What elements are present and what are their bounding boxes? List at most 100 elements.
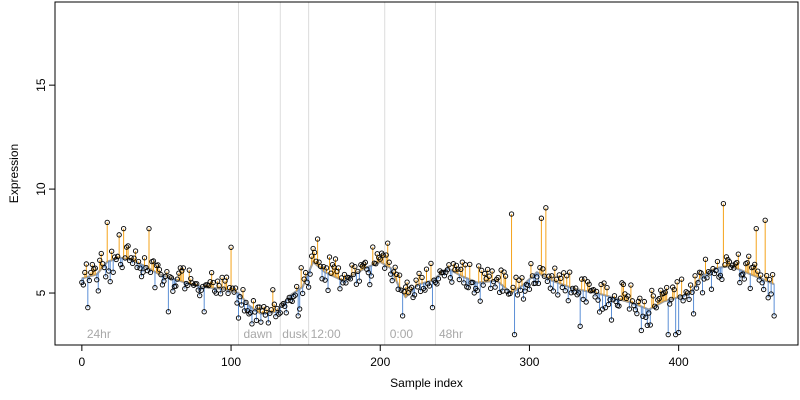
data-point: [362, 259, 368, 265]
y-tick-label: 5: [34, 289, 48, 296]
data-point: [567, 269, 573, 275]
data-point: [355, 268, 361, 275]
data-point: [346, 275, 352, 281]
data-point: [122, 255, 128, 261]
data-point: [480, 282, 486, 288]
data-point: [283, 310, 289, 316]
data-point: [593, 288, 600, 295]
data-point: [641, 298, 647, 305]
data-point: [765, 295, 771, 301]
data-point: [762, 217, 768, 223]
data-point: [249, 321, 255, 327]
data-point: [396, 272, 403, 278]
data-point: [216, 282, 222, 289]
data-point: [675, 329, 682, 336]
data-point: [544, 278, 550, 284]
data-point: [225, 290, 231, 297]
data-point: [626, 306, 633, 312]
data-point: [434, 281, 440, 287]
data-point: [395, 286, 401, 292]
phase-label: 48hr: [439, 327, 463, 341]
data-point: [279, 302, 285, 308]
data-point: [392, 264, 398, 270]
data-point: [747, 285, 753, 292]
data-point: [546, 273, 552, 279]
data-point: [197, 292, 203, 299]
data-point: [489, 268, 495, 274]
data-point: [389, 277, 395, 284]
data-point: [479, 267, 485, 273]
data-point: [235, 315, 242, 321]
data-point: [520, 296, 527, 302]
data-point: [461, 280, 467, 286]
data-point: [85, 304, 91, 311]
data-point: [535, 280, 542, 286]
data-point: [408, 284, 415, 290]
data-point: [104, 219, 110, 226]
data-point: [653, 305, 659, 311]
data-point: [449, 279, 455, 285]
data-point: [297, 306, 303, 312]
data-point: [619, 280, 625, 286]
data-point: [413, 277, 419, 283]
data-point: [750, 264, 756, 270]
data-point: [746, 253, 752, 259]
data-point: [282, 303, 288, 309]
data-point: [241, 308, 248, 314]
data-point: [534, 274, 540, 280]
y-tick-label: 15: [34, 78, 48, 92]
data-point: [599, 306, 606, 312]
data-point: [300, 290, 306, 297]
data-point: [295, 313, 301, 319]
data-point: [165, 309, 172, 315]
data-point: [459, 259, 465, 265]
data-point: [150, 258, 157, 264]
data-point: [656, 295, 662, 302]
data-point: [495, 274, 501, 281]
data-point: [343, 280, 349, 286]
data-point: [276, 311, 282, 317]
data-point: [322, 277, 328, 283]
data-point: [683, 289, 689, 295]
data-point: [107, 279, 113, 285]
data-point: [314, 236, 321, 242]
data-point: [604, 285, 610, 291]
data-point: [486, 273, 492, 279]
data-point: [240, 286, 246, 293]
data-point: [228, 244, 234, 250]
data-point: [155, 262, 161, 268]
data-point: [370, 244, 376, 250]
phase-label: dawn: [243, 327, 272, 341]
data-point: [115, 253, 121, 259]
phase-labels: 24hr dawn dusk 12:00 0:00 48hr: [87, 327, 463, 341]
data-point: [598, 281, 604, 288]
data-point: [592, 294, 598, 300]
data-point: [552, 265, 558, 271]
data-point: [368, 273, 374, 279]
data-point: [601, 280, 607, 286]
data-point: [89, 261, 95, 268]
data-point: [98, 250, 104, 257]
data-point: [474, 287, 480, 294]
data-point: [323, 265, 330, 271]
data-point: [768, 291, 774, 297]
data-point: [537, 265, 543, 271]
data-point: [337, 286, 343, 292]
data-point: [117, 261, 124, 268]
data-point: [301, 276, 307, 282]
data-point: [353, 281, 360, 287]
data-point: [156, 266, 163, 273]
data-point: [511, 331, 518, 338]
data-point: [708, 286, 715, 292]
data-point: [647, 322, 653, 328]
data-point: [611, 293, 618, 299]
phase-boundaries: [238, 2, 436, 345]
data-point: [311, 249, 318, 256]
data-point: [607, 296, 613, 303]
data-point: [629, 298, 636, 304]
data-point: [714, 258, 721, 265]
data-point: [526, 286, 533, 292]
data-point: [735, 251, 741, 257]
x-axis: 0 100 200 300 400: [79, 345, 689, 369]
